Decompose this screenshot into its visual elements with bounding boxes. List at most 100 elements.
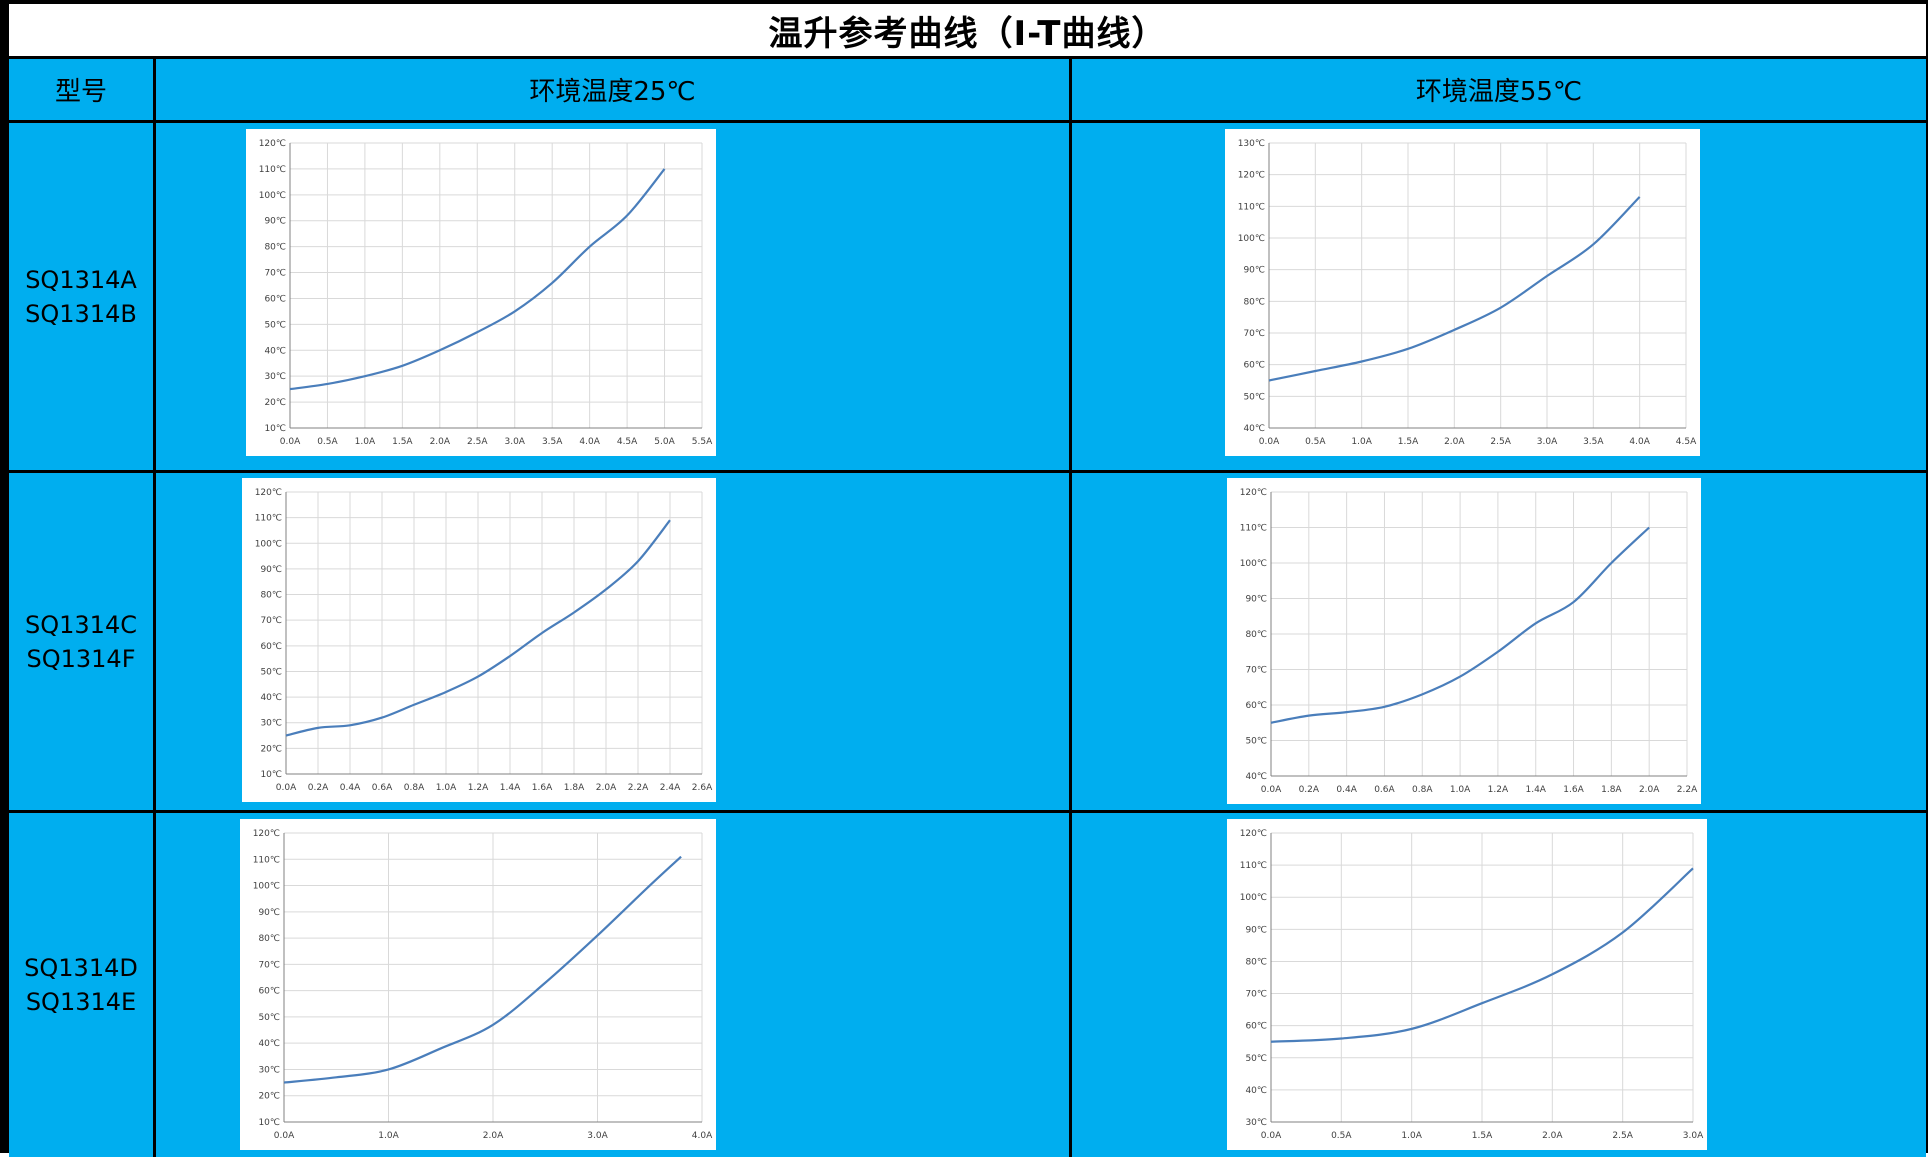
model-header-label: 型号 bbox=[54, 77, 107, 107]
model-name: SQ1314B bbox=[25, 299, 137, 328]
x-tick-label: 0.0A bbox=[1261, 785, 1282, 795]
ambient-25-header-cell: 环境温度25℃ bbox=[156, 59, 1069, 120]
x-tick-label: 0.0A bbox=[1261, 1131, 1282, 1141]
series-line bbox=[285, 519, 671, 737]
x-tick-label: 0.4A bbox=[1336, 785, 1357, 795]
chart-25c-row-2: 10℃ 20℃ 30℃ 40℃ 50℃ 60℃ 70℃ 80℃ 90℃ 100℃ 110℃ 120℃ 0… bbox=[242, 478, 716, 802]
chart-svg: 10℃ 20℃ 30℃ 40℃ 50℃ 60℃ 70℃ 80℃ 90℃ 100℃ 110℃ 120℃ 0… bbox=[253, 829, 713, 1141]
x-tick-label: 2.0A bbox=[1444, 437, 1465, 447]
series-line bbox=[1268, 196, 1641, 382]
x-tick-label: 5.0A bbox=[654, 437, 675, 447]
x-tick-label: 0.0A bbox=[274, 1131, 295, 1141]
y-tick-label: 110℃ bbox=[253, 855, 280, 865]
y-tick-label: 20℃ bbox=[258, 1092, 280, 1102]
y-tick-label: 90℃ bbox=[1245, 595, 1267, 605]
y-tick-label: 10℃ bbox=[258, 1118, 280, 1128]
x-tick-label: 1.5A bbox=[392, 437, 413, 447]
x-tick-label: 0.8A bbox=[404, 783, 425, 793]
y-tick-label: 90℃ bbox=[258, 908, 280, 918]
y-tick-label: 120℃ bbox=[255, 488, 282, 498]
x-tick-label: 0.0A bbox=[276, 783, 297, 793]
chart-svg: 40℃ 50℃ 60℃ 70℃ 80℃ 90℃ 100℃ 110℃ 120℃ 0.0A 0.2A 0.… bbox=[1240, 488, 1698, 795]
y-tick-label: 20℃ bbox=[264, 398, 286, 408]
y-tick-label: 50℃ bbox=[260, 667, 282, 677]
x-tick-label: 1.0A bbox=[1450, 785, 1471, 795]
x-tick-label: 0.0A bbox=[280, 437, 301, 447]
chart-svg: 10℃ 20℃ 30℃ 40℃ 50℃ 60℃ 70℃ 80℃ 90℃ 100℃ 110℃ 120℃ 0… bbox=[259, 139, 713, 447]
y-tick-label: 110℃ bbox=[259, 165, 286, 175]
x-tick-label: 1.0A bbox=[378, 1131, 399, 1141]
chart-55c-row-1: 40℃ 50℃ 60℃ 70℃ 80℃ 90℃ 100℃ 110℃ 120℃ 130℃ 0.0A 0.… bbox=[1225, 129, 1700, 456]
x-tick-label: 0.6A bbox=[1374, 785, 1395, 795]
y-tick-label: 60℃ bbox=[1243, 361, 1265, 371]
model-cell-row-3: SQ1314D SQ1314E bbox=[9, 813, 153, 1157]
model-name: SQ1314D bbox=[24, 954, 138, 982]
x-tick-label: 1.2A bbox=[468, 783, 489, 793]
x-tick-label: 1.0A bbox=[1401, 1131, 1422, 1141]
y-tick-label: 90℃ bbox=[260, 565, 282, 575]
y-tick-label: 100℃ bbox=[1240, 893, 1267, 903]
y-tick-label: 120℃ bbox=[259, 139, 286, 149]
x-tick-label: 1.0A bbox=[436, 783, 457, 793]
x-tick-label: 2.5A bbox=[1612, 1131, 1633, 1141]
y-tick-label: 60℃ bbox=[1245, 1022, 1267, 1032]
ambient-55-header-label: 环境温度55℃ bbox=[1415, 77, 1583, 107]
table-title: 温升参考曲线（I-T曲线） bbox=[768, 13, 1167, 54]
y-tick-label: 30℃ bbox=[264, 372, 286, 382]
y-tick-label: 90℃ bbox=[264, 217, 286, 227]
ambient-25-header-label: 环境温度25℃ bbox=[529, 77, 696, 107]
series-line bbox=[283, 855, 682, 1084]
x-tick-label: 0.0A bbox=[1259, 437, 1280, 447]
y-tick-label: 100℃ bbox=[255, 539, 282, 549]
x-tick-label: 3.0A bbox=[587, 1131, 608, 1141]
y-tick-label: 120℃ bbox=[1240, 829, 1267, 839]
x-tick-label: 3.5A bbox=[542, 437, 563, 447]
x-tick-label: 1.4A bbox=[500, 783, 521, 793]
y-tick-label: 120℃ bbox=[253, 829, 280, 839]
x-tick-label: 2.5A bbox=[467, 437, 488, 447]
x-tick-label: 2.0A bbox=[1542, 1131, 1563, 1141]
chart-svg: 30℃ 40℃ 50℃ 60℃ 70℃ 80℃ 90℃ 100℃ 110℃ 120℃ 0.0A 0.5… bbox=[1240, 829, 1704, 1141]
model-cell-row-1: SQ1314A SQ1314B bbox=[9, 123, 153, 470]
y-tick-label: 50℃ bbox=[264, 320, 286, 330]
x-tick-label: 1.8A bbox=[1601, 785, 1622, 795]
x-tick-label: 1.0A bbox=[355, 437, 376, 447]
y-tick-label: 110℃ bbox=[255, 514, 282, 524]
x-tick-label: 5.5A bbox=[692, 437, 713, 447]
y-tick-label: 50℃ bbox=[258, 1013, 280, 1023]
y-tick-label: 60℃ bbox=[258, 987, 280, 997]
x-tick-label: 2.4A bbox=[660, 783, 681, 793]
y-tick-label: 40℃ bbox=[1245, 1086, 1267, 1096]
y-tick-label: 70℃ bbox=[1245, 666, 1267, 676]
x-tick-label: 2.0A bbox=[430, 437, 451, 447]
x-tick-label: 4.0A bbox=[692, 1131, 713, 1141]
x-tick-label: 2.6A bbox=[692, 783, 713, 793]
y-tick-label: 120℃ bbox=[1240, 488, 1267, 498]
y-tick-label: 80℃ bbox=[1245, 630, 1267, 640]
y-tick-label: 70℃ bbox=[1243, 329, 1265, 339]
x-tick-label: 3.0A bbox=[1683, 1131, 1704, 1141]
x-tick-label: 1.6A bbox=[1563, 785, 1584, 795]
x-tick-label: 1.0A bbox=[1351, 437, 1372, 447]
x-tick-label: 4.0A bbox=[1629, 437, 1650, 447]
y-tick-label: 20℃ bbox=[260, 744, 282, 754]
y-tick-label: 120℃ bbox=[1238, 171, 1265, 181]
x-tick-label: 2.0A bbox=[1639, 785, 1660, 795]
y-tick-label: 60℃ bbox=[260, 642, 282, 652]
x-tick-label: 3.0A bbox=[1537, 437, 1558, 447]
y-tick-label: 10℃ bbox=[264, 424, 286, 434]
y-tick-label: 40℃ bbox=[1245, 772, 1267, 782]
y-tick-label: 100℃ bbox=[259, 191, 286, 201]
y-tick-label: 80℃ bbox=[264, 243, 286, 253]
x-tick-label: 1.6A bbox=[532, 783, 553, 793]
y-tick-label: 100℃ bbox=[1238, 234, 1265, 244]
x-tick-label: 3.5A bbox=[1583, 437, 1604, 447]
x-tick-label: 2.2A bbox=[1677, 785, 1698, 795]
y-tick-label: 70℃ bbox=[1245, 990, 1267, 1000]
y-tick-label: 90℃ bbox=[1245, 925, 1267, 935]
y-tick-label: 90℃ bbox=[1243, 266, 1265, 276]
row-divider bbox=[9, 470, 1926, 473]
x-tick-label: 0.5A bbox=[1305, 437, 1326, 447]
model-header-cell: 型号 bbox=[9, 59, 153, 120]
x-tick-label: 0.4A bbox=[340, 783, 361, 793]
